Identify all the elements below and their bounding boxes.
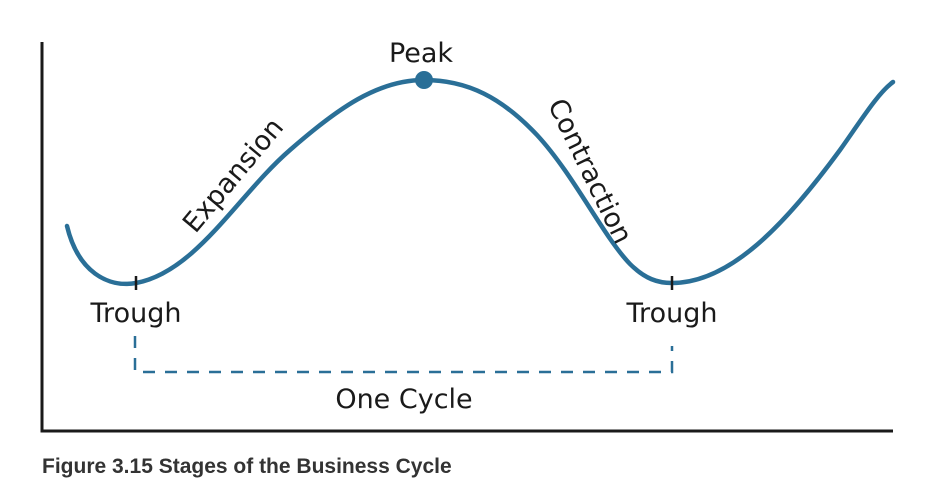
cycle-curve bbox=[64, 77, 896, 287]
trough-right-label: Trough bbox=[626, 298, 718, 329]
figure-caption: Figure 3.15 Stages of the Business Cycle bbox=[42, 455, 452, 478]
expansion-label: Expansion bbox=[177, 112, 290, 238]
trough-left-label: Trough bbox=[90, 298, 182, 329]
peak-label: Peak bbox=[389, 38, 453, 69]
contraction-label: Contraction bbox=[541, 94, 638, 249]
peak-marker bbox=[415, 71, 433, 89]
one-cycle-bracket bbox=[133, 336, 674, 374]
one-cycle-label: One Cycle bbox=[335, 384, 472, 415]
business-cycle-diagram: Peak Expansion Contraction Trough Trough… bbox=[40, 38, 896, 433]
